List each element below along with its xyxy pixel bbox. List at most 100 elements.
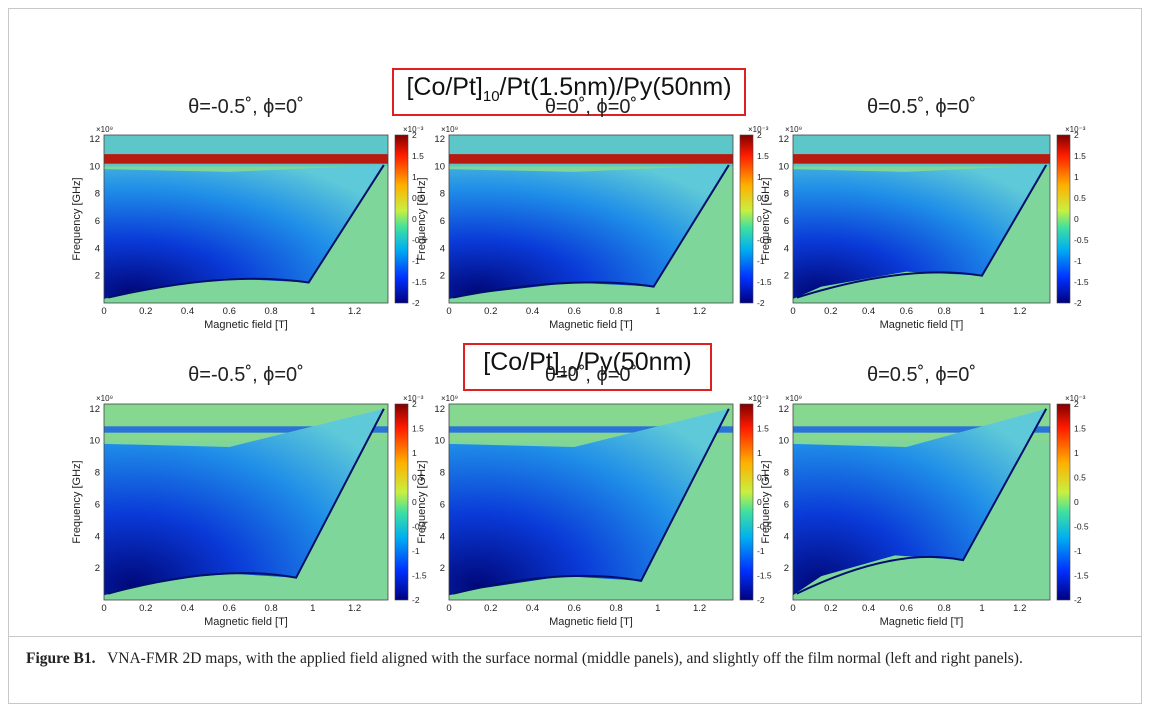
y-axis-label: Frequency [GHz] xyxy=(71,177,83,260)
colorbar-tick-label: -0.5 xyxy=(412,235,427,245)
colorbar-tick-label: -2 xyxy=(1074,595,1082,605)
x-axis-label: Magnetic field [T] xyxy=(549,616,633,628)
x-tick-label: 1 xyxy=(979,306,984,317)
x-tick-label: 0.4 xyxy=(862,603,875,614)
colorbar-tick-label: -1.5 xyxy=(757,277,772,287)
colorbar-multiplier: ×10⁻³ xyxy=(403,125,424,134)
y-tick-label: 10 xyxy=(434,436,445,447)
y-tick-label: 4 xyxy=(784,243,789,254)
x-tick-label: 0.6 xyxy=(568,306,581,317)
x-tick-label: 0.2 xyxy=(484,306,497,317)
colorbar xyxy=(739,403,754,601)
panel-title: θ=-0.5˚, ϕ=0˚ xyxy=(188,96,304,118)
heatmap-wedge xyxy=(793,408,1047,596)
y-tick-label: 12 xyxy=(778,134,789,145)
y-tick-label: 6 xyxy=(440,499,445,510)
colorbar-tick-label: -0.5 xyxy=(757,235,772,245)
y-tick-label: 2 xyxy=(95,271,100,282)
colorbar-tick-label: -1 xyxy=(1074,256,1082,266)
colorbar-tick-label: 1 xyxy=(1074,172,1079,182)
y-tick-label: 10 xyxy=(434,161,445,172)
y-tick-label: 6 xyxy=(784,499,789,510)
y-tick-label: 8 xyxy=(440,189,445,200)
heatmap-wedge xyxy=(793,165,1047,299)
y-tick-label: 6 xyxy=(95,499,100,510)
y-tick-label: 8 xyxy=(440,468,445,479)
heading-text: /Py(50nm) xyxy=(576,348,692,376)
x-tick-label: 0.8 xyxy=(609,306,622,317)
colorbar-tick-label: 0.5 xyxy=(412,473,424,483)
plot-frame xyxy=(448,134,734,304)
x-tick-label: 0 xyxy=(446,603,451,614)
colorbar-tick-label: 1.5 xyxy=(412,151,424,161)
heatmap-wedge xyxy=(104,408,384,596)
heatmap-band xyxy=(793,154,1050,164)
x-tick-label: 1.2 xyxy=(1013,306,1026,317)
heading-box: [Co/Pt]10/Pt(1.5nm)/Py(50nm) xyxy=(392,68,746,116)
heading-text: /Pt(1.5nm)/Py(50nm) xyxy=(499,73,732,101)
x-tick-label: 1.2 xyxy=(348,306,361,317)
y-tick-label: 8 xyxy=(95,189,100,200)
x-tick-label: 0.6 xyxy=(900,603,913,614)
y-tick-label: 10 xyxy=(778,436,789,447)
y-tick-label: 4 xyxy=(440,531,445,542)
y-multiplier: ×10⁹ xyxy=(785,125,802,134)
colorbar-tick-label: 0.5 xyxy=(1074,193,1086,203)
colorbar-tick-label: 1.5 xyxy=(1074,151,1086,161)
x-tick-label: 1.2 xyxy=(693,306,706,317)
plot-frame xyxy=(792,134,1051,304)
panel-title: θ=0.5˚, ϕ=0˚ xyxy=(867,364,976,386)
y-tick-label: 2 xyxy=(784,271,789,282)
colorbar-multiplier: ×10⁻³ xyxy=(1065,125,1086,134)
x-tick-label: 0.4 xyxy=(526,603,539,614)
y-tick-label: 2 xyxy=(440,563,445,574)
y-multiplier: ×10⁹ xyxy=(441,125,458,134)
dispersion-line xyxy=(107,164,385,299)
colorbar-tick-label: 0.5 xyxy=(757,193,769,203)
y-multiplier: ×10⁹ xyxy=(785,394,802,403)
colorbar-multiplier: ×10⁻³ xyxy=(1065,394,1086,403)
colorbar-tick-label: 1 xyxy=(757,448,762,458)
colorbar-tick-label: 2 xyxy=(1074,130,1079,140)
heading-subscript: 10 xyxy=(559,363,577,380)
y-multiplier: ×10⁹ xyxy=(441,394,458,403)
colorbar-tick-label: 1 xyxy=(1074,448,1079,458)
colorbar-multiplier: ×10⁻³ xyxy=(748,394,769,403)
colorbar-multiplier: ×10⁻³ xyxy=(403,394,424,403)
x-tick-label: 0.6 xyxy=(568,603,581,614)
colorbar-tick-label: -2 xyxy=(412,595,420,605)
colorbar xyxy=(394,403,409,601)
colorbar-tick-label: 0 xyxy=(757,497,762,507)
x-tick-label: 0 xyxy=(101,603,106,614)
caption-text: VNA-FMR 2D maps, with the applied field … xyxy=(107,650,1023,667)
colorbar-tick-label: -1.5 xyxy=(412,277,427,287)
x-tick-label: 0.8 xyxy=(938,306,951,317)
plot-frame xyxy=(103,134,389,304)
heatmap-band xyxy=(449,426,733,433)
colorbar-tick-label: -0.5 xyxy=(1074,522,1089,532)
x-tick-label: 1.2 xyxy=(693,603,706,614)
colorbar-tick-label: 1 xyxy=(757,172,762,182)
y-axis-label: Frequency [GHz] xyxy=(416,177,428,260)
y-tick-label: 12 xyxy=(89,134,100,145)
y-tick-label: 6 xyxy=(440,216,445,227)
y-multiplier: ×10⁹ xyxy=(96,394,113,403)
x-tick-label: 1.2 xyxy=(348,603,361,614)
colorbar-tick-label: -2 xyxy=(1074,298,1082,308)
panel-title: θ=-0.5˚, ϕ=0˚ xyxy=(188,364,304,386)
colorbar-tick-label: -1.5 xyxy=(1074,277,1089,287)
colorbar-tick-label: 2 xyxy=(412,399,417,409)
caption-label: Figure B1. xyxy=(26,650,96,667)
colorbar-tick-label: -1 xyxy=(412,256,420,266)
colorbar-tick-label: -0.5 xyxy=(412,522,427,532)
colorbar-tick-label: 2 xyxy=(412,130,417,140)
figure-panels: θ=-0.5˚, ϕ=0˚0 0.2 0.4 0.6 0.8 1 1.212108642×1… xyxy=(71,96,1089,628)
x-tick-label: 0 xyxy=(790,306,795,317)
x-tick-label: 0.4 xyxy=(181,603,194,614)
dispersion-line xyxy=(796,164,1048,299)
colorbar-tick-label: 0 xyxy=(1074,497,1079,507)
panel-title: θ=0˚, ϕ=0˚ xyxy=(545,364,637,386)
x-tick-label: 0.8 xyxy=(938,603,951,614)
dispersion-line xyxy=(107,408,385,595)
colorbar-tick-label: -0.5 xyxy=(1074,235,1089,245)
